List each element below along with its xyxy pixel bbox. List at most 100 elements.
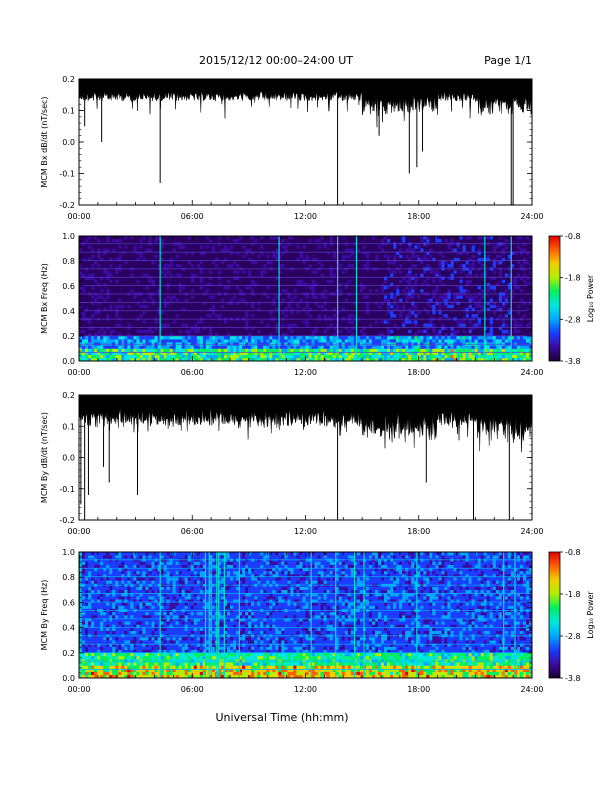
spec-cell: [100, 276, 104, 280]
spec-cell: [85, 276, 89, 280]
spec-cell: [148, 593, 152, 597]
spec-cell: [94, 599, 98, 603]
spec-cell: [169, 656, 173, 660]
spec-cell: [100, 555, 104, 559]
spec-cell: [408, 279, 412, 284]
spec-cell: [384, 351, 388, 355]
spec-cell: [507, 257, 512, 262]
spec-cell: [118, 627, 122, 631]
spec-cell: [151, 282, 155, 287]
spec-cell: [115, 671, 119, 676]
spec-cell: [311, 357, 315, 362]
spec-cell: [453, 357, 457, 362]
spec-cell: [106, 640, 110, 644]
spec-cell: [205, 314, 210, 318]
spec-cell: [293, 357, 297, 362]
spec-cell: [166, 649, 170, 653]
spec-cell: [121, 586, 125, 590]
spec-cell: [224, 589, 228, 594]
spec-cell: [145, 589, 149, 594]
spec-cell: [94, 236, 98, 240]
spec-cell: [205, 618, 210, 622]
spec-cell: [236, 646, 240, 650]
spec-cell: [97, 295, 101, 299]
spec-cell: [133, 605, 137, 609]
spec-cell: [375, 257, 379, 262]
spec-cell: [239, 643, 243, 647]
spec-cell: [127, 611, 131, 616]
spec-cell: [178, 605, 182, 609]
spec-cell: [205, 611, 210, 616]
spec-cell: [230, 674, 234, 679]
spec-cell: [112, 599, 116, 603]
spec-cell: [112, 615, 116, 619]
spec-cell: [378, 351, 382, 355]
spec-cell: [127, 662, 131, 666]
spec-cell: [314, 301, 318, 305]
spec-cell: [239, 589, 243, 594]
spec-cell: [356, 354, 361, 359]
spec-cell: [205, 599, 210, 603]
spec-cell: [109, 339, 113, 343]
spec-cell: [100, 599, 104, 603]
spec-cell: [507, 286, 512, 290]
spec-cell: [365, 301, 370, 305]
spec-cell: [106, 580, 110, 584]
spec-cell: [447, 276, 451, 280]
spec-cell: [471, 339, 475, 343]
spec-cell: [91, 567, 95, 572]
spec-cell: [202, 656, 207, 660]
spec-cell: [196, 652, 201, 657]
spec-cell: [88, 602, 92, 606]
spec-cell: [489, 286, 493, 290]
spec-cell: [236, 593, 240, 597]
spec-cell: [287, 336, 291, 340]
spec-cell: [245, 336, 249, 340]
spec-cell: [281, 357, 285, 362]
spec-cell: [136, 668, 140, 672]
spec-cell: [181, 357, 185, 362]
spec-cell: [414, 357, 418, 362]
spec-cell: [251, 301, 255, 305]
spec-cell: [178, 671, 182, 676]
spec-cell: [495, 261, 500, 265]
spec-cell: [353, 339, 358, 343]
spec-cell: [435, 273, 439, 277]
spec-cell: [504, 351, 509, 355]
spec-cell: [495, 351, 500, 355]
spec-cell: [130, 348, 134, 352]
spec-cell: [477, 304, 481, 309]
spec-cell: [82, 589, 86, 594]
spec-cell: [205, 656, 210, 660]
spec-cell: [526, 345, 530, 349]
spec-cell: [236, 630, 240, 635]
spec-cell: [133, 662, 137, 666]
spec-cell: [474, 354, 478, 359]
spec-cell: [248, 345, 252, 349]
spec-cell: [145, 552, 149, 556]
spec-cell: [145, 674, 149, 679]
spec-cell: [121, 351, 125, 355]
spec-cell: [139, 624, 143, 628]
spec-cell: [384, 236, 388, 240]
spec-cell: [224, 656, 228, 660]
spec-cell: [88, 621, 92, 625]
spec-cell: [516, 273, 521, 277]
spec-cell: [441, 254, 445, 259]
spec-cell: [420, 351, 424, 355]
spec-cell: [314, 339, 318, 343]
spec-cell: [151, 656, 155, 660]
spec-cell: [130, 615, 134, 619]
spec-cell: [82, 577, 86, 581]
spec-cell: [492, 270, 496, 274]
spec-cell: [498, 348, 503, 352]
spec-cell: [157, 264, 161, 268]
spec-cell: [190, 640, 194, 644]
spec-cell: [103, 332, 107, 337]
spec-cell: [211, 652, 216, 657]
spec-cell: [311, 295, 315, 299]
spec-cell: [311, 351, 315, 355]
spec-cell: [97, 611, 101, 616]
spec-cell: [402, 307, 406, 312]
spec-cell: [211, 357, 216, 362]
